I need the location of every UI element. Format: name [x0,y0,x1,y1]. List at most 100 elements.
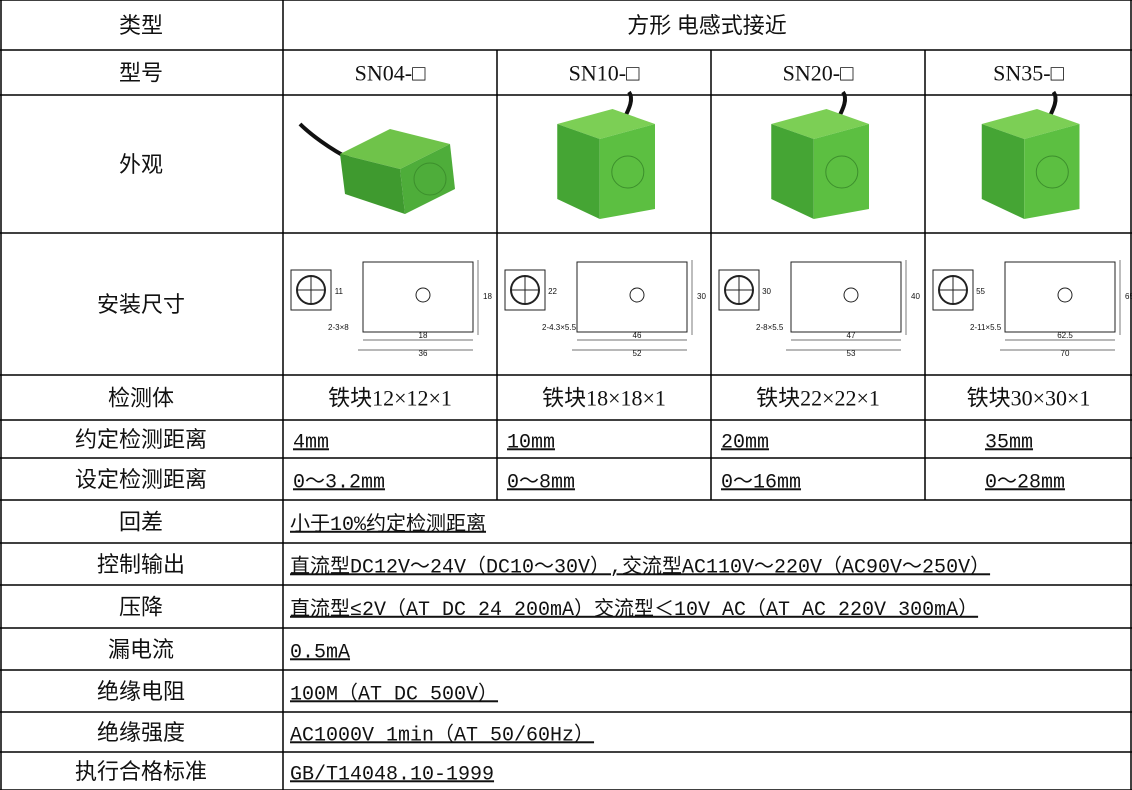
cell: 铁块12×12×1 [328,386,452,411]
dimension-drawing: 55 65 2-11×5.5 62.5 70 [932,260,1132,358]
top-face [981,109,1080,139]
product-image [298,122,455,214]
row-label: 类型 [119,13,163,38]
face-circle [1035,155,1069,189]
hole [1057,287,1073,303]
front-face [400,144,455,214]
cell: 直流型≤2V（AT DC 24 200mA）交流型＜10V AC（AT AC 2… [290,597,978,622]
cell: 10mm [507,431,555,454]
dims [572,260,693,351]
dimension-label: 22 [548,287,557,296]
dimension-label: 40 [911,292,920,301]
dimension-label: 52 [633,349,642,358]
side-face [557,124,600,219]
cell: 铁块30×30×1 [967,386,1091,411]
dimension-label: 53 [847,349,856,358]
dimension-label: 2-3×8 [328,323,349,332]
dimension-drawing: 11 18 2-3×8 18 36 [290,260,492,358]
row-label: 控制输出 [97,552,185,577]
side-face [771,124,814,219]
cell: SN20-□ [783,61,854,86]
dimension-label: 70 [1061,349,1070,358]
cell: 方形 电感式接近 [627,13,787,38]
dimension-label: 65 [1125,292,1132,301]
cell: 0.5mA [290,641,350,664]
hole [843,287,859,303]
dimension-label: 47 [847,331,856,340]
row-label: 回差 [119,510,163,535]
cell: GB/T14048.10-1999 [290,763,494,786]
row-label: 绝缘电阻 [97,679,185,704]
row-label: 型号 [119,61,163,86]
dimension-label: 36 [419,349,428,358]
dimension-label: 46 [633,331,642,340]
cell: 0～3.2mm [293,471,385,494]
front-view [290,269,332,311]
row-label: 漏电流 [108,637,174,662]
cell: 铁块22×22×1 [756,386,880,411]
cell: 0～16mm [721,471,801,494]
front-view [504,269,546,311]
side-view [1004,261,1116,333]
cell: 100M（AT DC 500V） [290,681,498,706]
row-label: 执行合格标准 [75,759,207,784]
cell: SN35-□ [993,61,1064,86]
hole [629,287,645,303]
front-cross [511,276,539,304]
row-label: 压降 [119,595,163,620]
front-face [813,124,869,219]
dimension-label: 30 [762,287,771,296]
side-view [790,261,902,333]
product-image [557,90,655,219]
dimension-label: 2-4.3×5.5 [542,323,577,332]
dims [786,260,907,351]
side-view [362,261,474,333]
top-face [557,109,655,139]
cell: 35mm [985,431,1033,454]
cell: 0～8mm [507,471,575,494]
face-circle [825,155,859,189]
cell: SN04-□ [355,61,426,86]
row-label: 安装尺寸 [97,292,185,317]
dims [358,260,479,351]
product-image [771,90,869,219]
dimension-label: 11 [335,287,344,296]
dimension-label: 62.5 [1057,331,1073,340]
row-label: 外观 [119,152,163,177]
front-face [599,124,655,219]
face-circle [611,155,645,189]
cell: AC1000V 1min（AT 50/60Hz） [290,722,594,747]
front-cross [939,276,967,304]
dimension-label: 2-8×5.5 [756,323,784,332]
dimension-drawing: 30 40 2-8×5.5 47 53 [718,260,920,358]
dimension-label: 2-11×5.5 [970,323,1002,332]
row-label: 设定检测距离 [75,467,207,492]
side-view [576,261,688,333]
cell: 小于10%约定检测距离 [290,512,486,537]
cell: 20mm [721,431,769,454]
front-cross [725,276,753,304]
row-label: 绝缘强度 [97,720,185,745]
cell: 铁块18×18×1 [542,386,666,411]
cell: SN10-□ [569,61,640,86]
front-cross [297,276,325,304]
dimension-label: 55 [976,287,985,296]
dimension-label: 30 [697,292,706,301]
cell: 0～28mm [985,471,1065,494]
row-label: 约定检测距离 [75,427,207,452]
top-face [340,129,450,169]
side-face [981,124,1025,219]
front-face [1024,124,1080,219]
cell: 直流型DC12V～24V（DC10～30V）,交流型AC110V～220V（AC… [290,554,990,579]
row-label: 检测体 [108,386,174,411]
side-face [340,154,405,214]
dims [1000,260,1121,351]
dimension-drawing: 22 30 2-4.3×5.5 46 52 [504,260,706,358]
hole [415,287,431,303]
dimension-label: 18 [419,331,428,340]
cell: 4mm [293,431,329,454]
front-view [932,269,974,311]
front-view [718,269,760,311]
